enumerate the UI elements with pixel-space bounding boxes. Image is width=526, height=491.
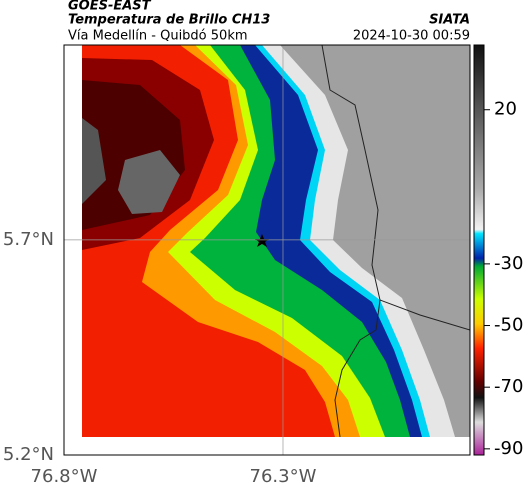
lat-label: 5.2°N bbox=[3, 444, 54, 465]
colorbar-label: -30 bbox=[494, 253, 523, 274]
colorbar-label: -90 bbox=[494, 438, 523, 459]
colorbar-label: -70 bbox=[494, 376, 523, 397]
city-marker bbox=[255, 234, 269, 247]
map-frame bbox=[63, 44, 471, 456]
datetime: 2024-10-30 00:59 bbox=[353, 29, 470, 44]
title: Temperatura de Brillo CH13 bbox=[68, 13, 270, 28]
lat-label: 5.7°N bbox=[3, 229, 54, 250]
lon-label: 76.8°W bbox=[31, 466, 98, 487]
colorbar-label: 20 bbox=[494, 99, 517, 120]
colorbar bbox=[473, 44, 485, 456]
subtitle: Vía Medellín - Quibdó 50km bbox=[68, 29, 248, 44]
colorbar-label: -50 bbox=[494, 315, 523, 336]
agency: GOES-EAST bbox=[68, 0, 152, 14]
source: SIATA bbox=[429, 13, 470, 28]
lon-label: 76.3°W bbox=[250, 466, 317, 487]
satellite-image bbox=[82, 45, 470, 437]
